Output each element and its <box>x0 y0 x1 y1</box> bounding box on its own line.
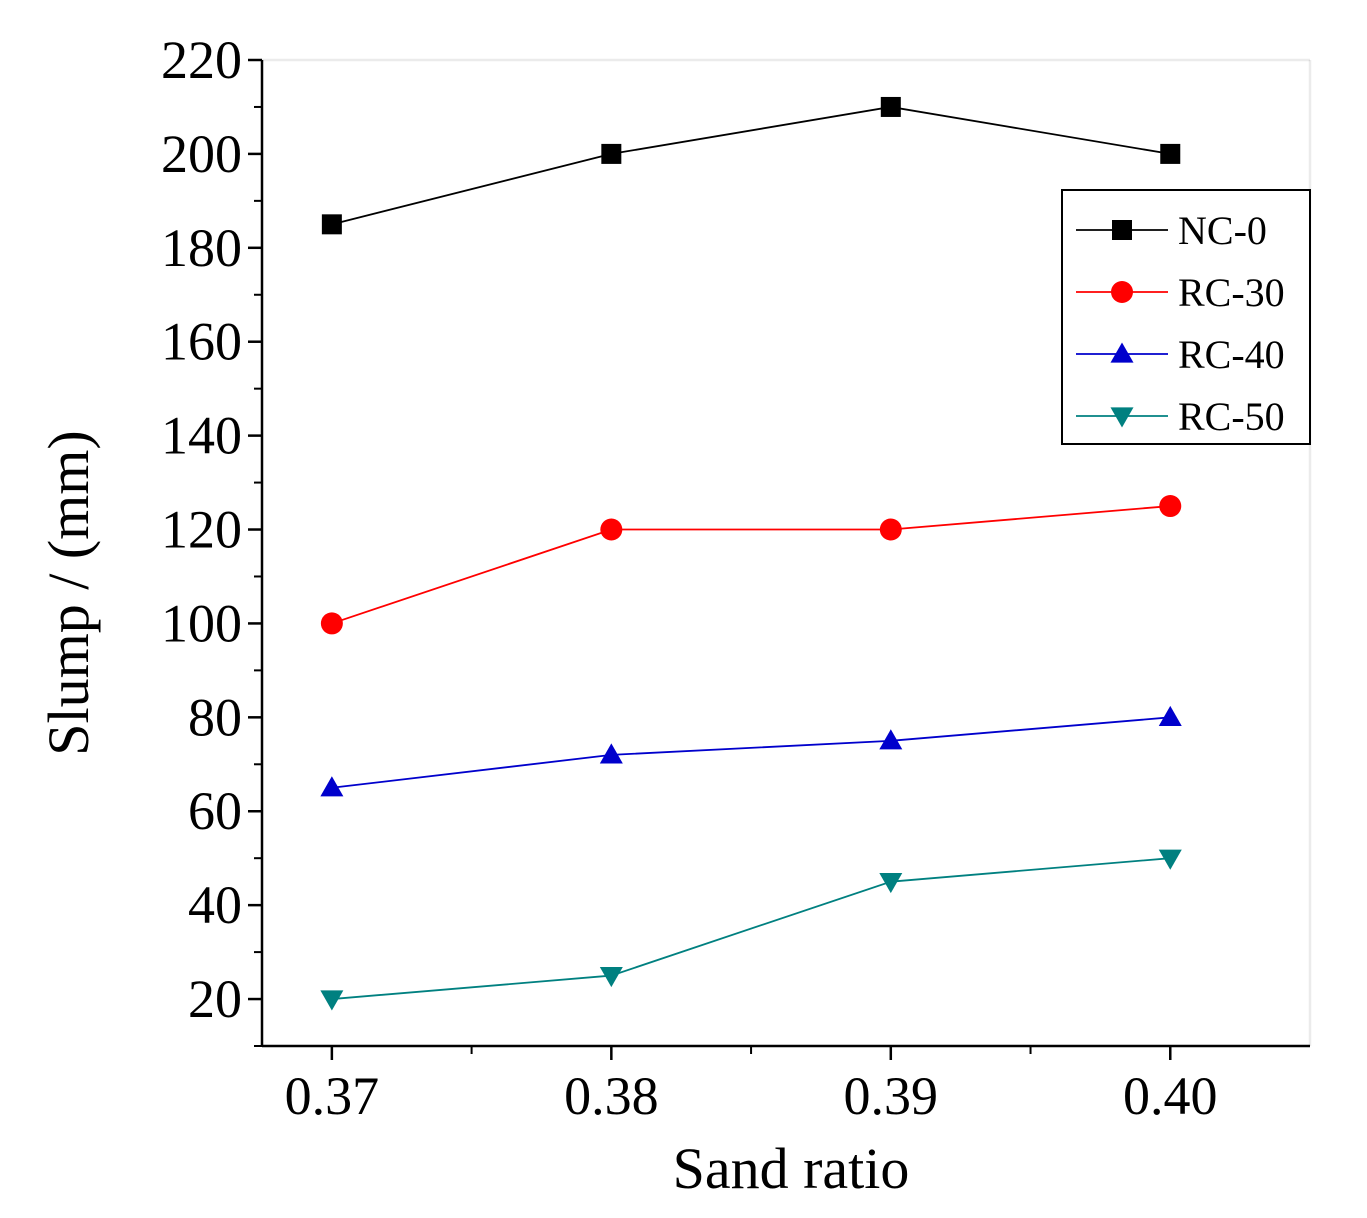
legend-marker <box>1111 281 1133 303</box>
y-tick-label: 60 <box>188 781 242 841</box>
x-tick-label: 0.37 <box>285 1066 380 1126</box>
data-point-rc-40 <box>1158 705 1182 726</box>
y-tick-label: 120 <box>161 500 242 560</box>
x-tick-label: 0.39 <box>844 1066 939 1126</box>
y-axis-title: Slump / (mm) <box>36 430 101 755</box>
y-tick-label: 140 <box>161 406 242 466</box>
data-point-rc-50 <box>1158 849 1182 870</box>
y-tick-label: 80 <box>188 687 242 747</box>
series-rc-40 <box>320 705 1182 797</box>
x-tick-label: 0.40 <box>1123 1066 1218 1126</box>
data-point-rc-30 <box>879 518 902 541</box>
legend-box <box>1061 189 1311 445</box>
legend-item-rc-50: RC-50 <box>1076 394 1285 439</box>
y-tick-label: 160 <box>161 312 242 372</box>
legend-label: NC-0 <box>1178 208 1267 253</box>
series-line-rc-30 <box>331 505 1171 625</box>
legend-marker <box>1110 407 1134 428</box>
x-tick-label: 0.38 <box>564 1066 659 1126</box>
y-tick-label: 40 <box>188 875 242 935</box>
series-nc-0 <box>321 96 1181 235</box>
data-point-rc-40 <box>879 729 903 750</box>
legend-marker <box>1112 220 1132 240</box>
y-tick-label: 200 <box>161 124 242 184</box>
data-point-nc-0 <box>321 214 342 235</box>
legend-item-nc-0: NC-0 <box>1076 208 1267 253</box>
legend-item-rc-30: RC-30 <box>1076 270 1285 315</box>
series-line-rc-40 <box>331 716 1171 789</box>
legend-item-rc-40: RC-40 <box>1076 332 1285 377</box>
y-tick-label: 180 <box>161 218 242 278</box>
data-point-nc-0 <box>1160 143 1181 164</box>
series-rc-50 <box>320 849 1182 1011</box>
series-line-rc-50 <box>331 857 1171 1000</box>
series-line-nc-0 <box>331 106 1171 226</box>
series-rc-30 <box>320 495 1182 635</box>
data-point-rc-30 <box>1159 495 1182 518</box>
data-point-nc-0 <box>880 96 901 117</box>
data-point-rc-50 <box>879 873 903 894</box>
y-tick-label: 100 <box>161 593 242 653</box>
legend: NC-0 RC-30 RC-40 RC-50 <box>1061 189 1311 445</box>
legend-label: RC-30 <box>1178 270 1285 315</box>
legend-label: RC-40 <box>1178 332 1285 377</box>
y-tick-label: 20 <box>188 969 242 1029</box>
data-point-rc-30 <box>600 518 623 541</box>
data-point-rc-50 <box>320 990 344 1011</box>
data-point-rc-30 <box>320 612 343 635</box>
legend-label: RC-50 <box>1178 394 1285 439</box>
y-tick-label: 220 <box>161 30 242 90</box>
data-point-rc-40 <box>599 743 623 764</box>
plot-series <box>320 96 1182 1011</box>
data-point-rc-50 <box>599 966 623 988</box>
legend-marker <box>1110 342 1134 363</box>
axes: 20 40 60 80 100 120 140 160 180 200 220 0.37 0.38 0.3… <box>161 30 1312 1126</box>
x-axis-title: Sand ratio <box>673 1136 910 1201</box>
data-point-rc-40 <box>320 776 344 797</box>
data-point-nc-0 <box>601 143 622 164</box>
